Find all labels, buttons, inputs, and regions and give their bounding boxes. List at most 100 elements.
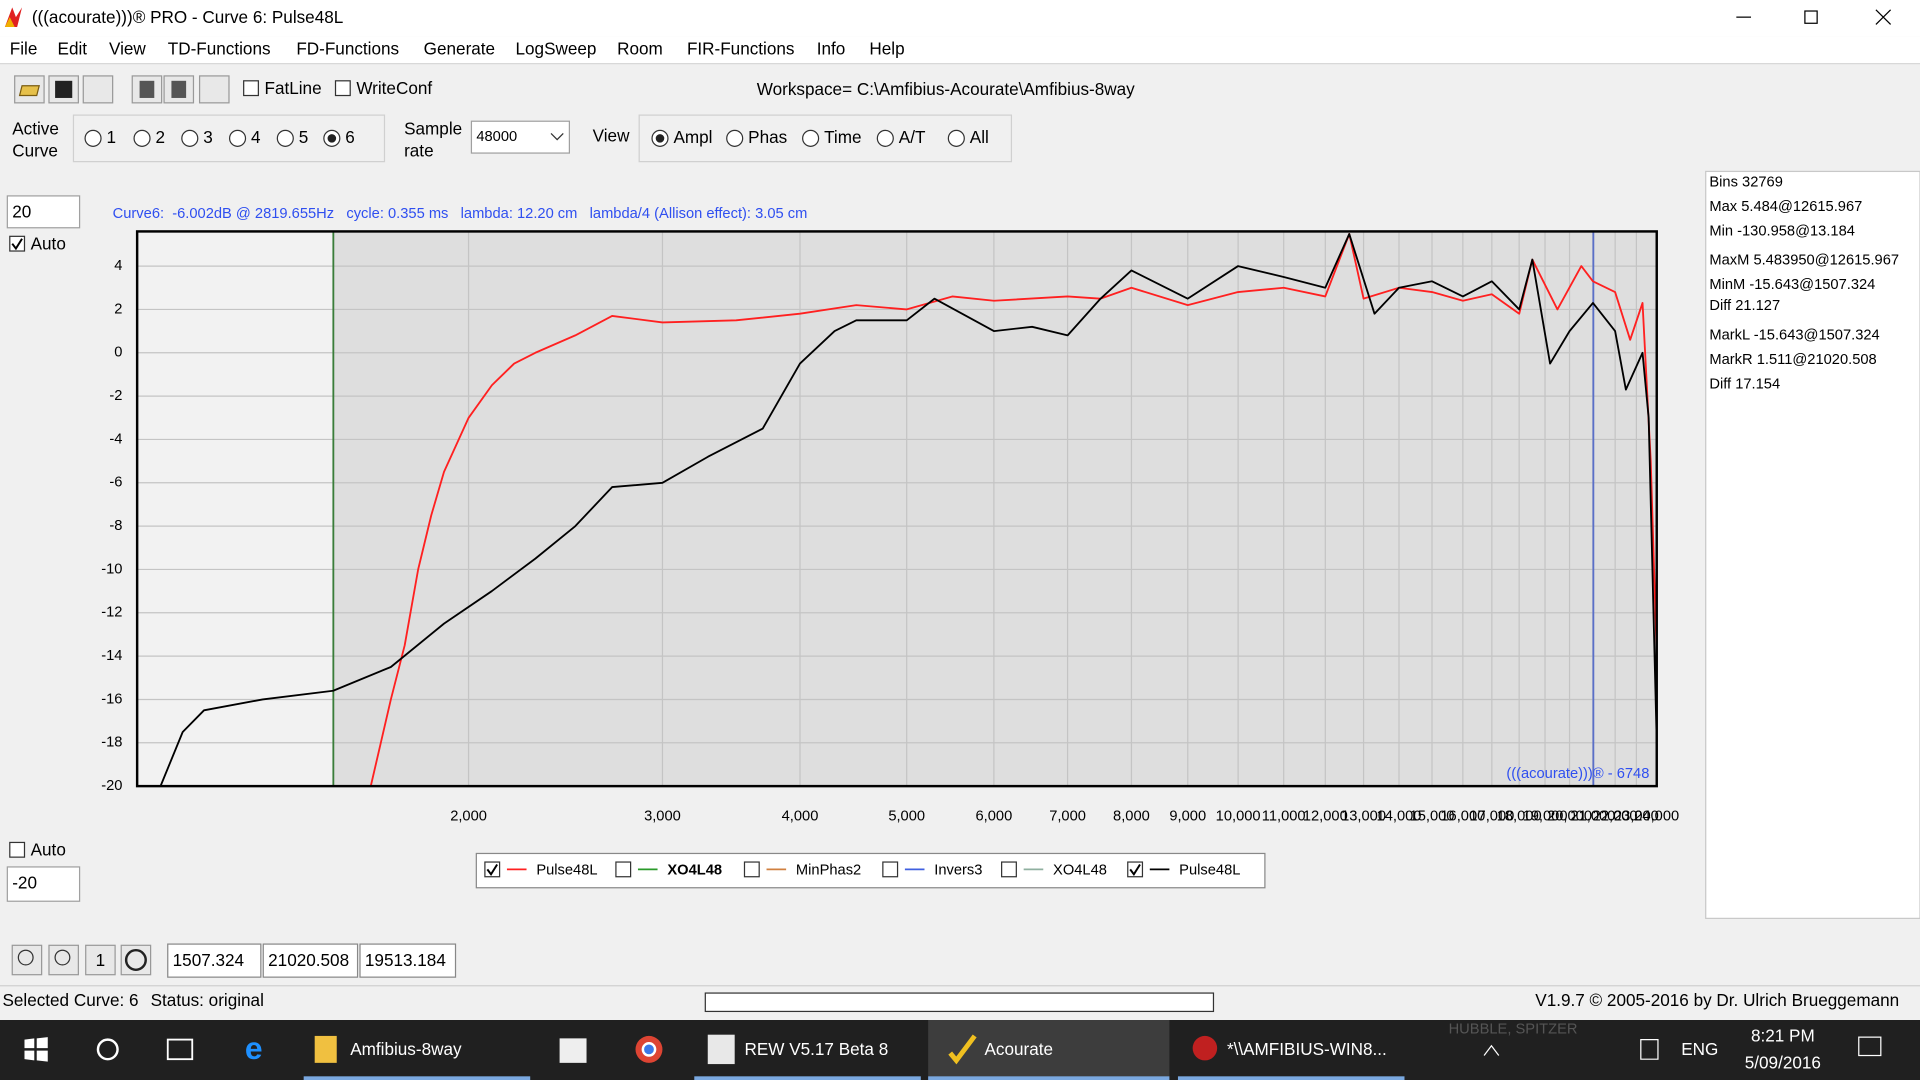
radio-button[interactable]: [276, 129, 294, 147]
menu-item[interactable]: File: [10, 39, 38, 59]
curve-info: Curve6: -6.002dB @ 2819.655Hz cycle: 0.3…: [113, 206, 808, 222]
x-tick-label: 9,000: [1169, 809, 1206, 825]
zoom-field[interactable]: [262, 943, 359, 978]
radio-label[interactable]: 3: [203, 127, 213, 147]
store-icon[interactable]: [559, 1038, 587, 1063]
task-view-button[interactable]: [166, 1038, 194, 1061]
x-tick-label: 11,000: [1262, 809, 1306, 825]
radio-label[interactable]: 1: [107, 127, 117, 147]
icon: [171, 80, 187, 98]
search-button[interactable]: [96, 1038, 119, 1061]
legend-label: XO4L48: [667, 862, 722, 878]
export-button[interactable]: [198, 75, 230, 104]
ymax-input[interactable]: [6, 195, 81, 229]
radio-label[interactable]: 4: [251, 127, 261, 147]
menu-item[interactable]: FD-Functions: [296, 39, 399, 59]
radio-label[interactable]: Ampl: [673, 127, 712, 147]
radio-button[interactable]: [228, 129, 247, 147]
edge-icon[interactable]: e: [245, 1030, 263, 1066]
checkbox[interactable]: [243, 80, 259, 97]
tree-button[interactable]: [82, 75, 114, 104]
radio-button[interactable]: [802, 129, 820, 147]
radio-button[interactable]: [181, 129, 199, 147]
ymin-input[interactable]: [6, 866, 81, 902]
clock-time[interactable]: 8:21 PM: [1751, 1026, 1815, 1046]
close-button[interactable]: [1875, 9, 1892, 25]
checkbox[interactable]: [882, 861, 899, 878]
radio-button[interactable]: [947, 129, 965, 147]
y-tick-label: 0: [114, 345, 122, 361]
checkbox[interactable]: [1127, 861, 1144, 878]
stat-line: Max 5.484@12615.967: [1709, 199, 1862, 215]
menu-item[interactable]: TD-Functions: [168, 39, 271, 59]
checkbox[interactable]: [334, 80, 351, 97]
sample-rate-select[interactable]: [470, 120, 570, 154]
x-tick-label: 20,000: [1547, 809, 1592, 825]
zoom-field[interactable]: [167, 943, 262, 978]
radio-button[interactable]: [876, 129, 894, 147]
radio-label[interactable]: All: [970, 127, 989, 147]
java-icon[interactable]: [707, 1034, 735, 1065]
label: rate: [404, 140, 434, 160]
restore-button[interactable]: [1804, 10, 1818, 24]
radio-button[interactable]: [726, 129, 744, 147]
x-tick-label: 3,000: [644, 809, 681, 825]
radio-label[interactable]: Phas: [748, 127, 787, 147]
checkbox[interactable]: [743, 861, 760, 878]
radio-button[interactable]: [133, 129, 151, 147]
menu-item[interactable]: View: [109, 39, 146, 59]
zoom-reset-button[interactable]: [85, 944, 116, 976]
checkbox[interactable]: [615, 861, 632, 878]
menu-item[interactable]: FIR-Functions: [687, 39, 795, 59]
active-app[interactable]: [928, 1020, 1170, 1080]
select-value: 48000: [476, 129, 517, 145]
x-tick-label: 6,000: [975, 809, 1012, 825]
x-tick-label: 5,000: [888, 809, 925, 825]
y-tick-label: -8: [109, 518, 122, 534]
checkbox[interactable]: [1001, 861, 1017, 878]
status-text: Selected Curve: 6: [2, 990, 138, 1010]
start-button[interactable]: [24, 1037, 48, 1062]
checkbox[interactable]: [484, 861, 501, 878]
radio-button[interactable]: [84, 129, 102, 147]
radio-label[interactable]: 6: [345, 127, 355, 147]
zoom-field-value: 1507.324: [173, 950, 245, 970]
menu-item[interactable]: Generate: [424, 39, 495, 59]
menu-item[interactable]: LogSweep: [516, 39, 597, 59]
radio-label[interactable]: 5: [299, 127, 309, 147]
explorer-icon[interactable]: [314, 1035, 337, 1063]
legend-label: Invers3: [934, 862, 982, 878]
menu-item[interactable]: Room: [617, 39, 663, 59]
menu-item[interactable]: Info: [817, 39, 846, 59]
menu-item[interactable]: Help: [869, 39, 904, 59]
x-tick-label: 24,000: [1634, 809, 1679, 825]
radio-label[interactable]: Time: [824, 127, 861, 147]
button-label[interactable]: 1: [96, 950, 106, 970]
checkbox[interactable]: [9, 841, 26, 858]
version-text: V1.9.7 © 2005-2016 by Dr. Ulrich Bruegge…: [1535, 990, 1899, 1010]
legend-label: MinPhas2: [796, 862, 861, 878]
notifications-button[interactable]: [1858, 1036, 1882, 1057]
clock-date[interactable]: 5/09/2016: [1745, 1053, 1821, 1073]
zoom-field[interactable]: [359, 943, 457, 978]
language[interactable]: ENG: [1681, 1039, 1718, 1059]
y-tick-label: -18: [101, 735, 122, 751]
taskbar-app[interactable]: REW V5.17 Beta 8: [744, 1039, 888, 1059]
radio-label[interactable]: 2: [156, 127, 166, 147]
keyboard-icon[interactable]: [1640, 1038, 1659, 1060]
taskbar-app[interactable]: Acourate: [984, 1039, 1053, 1059]
x-tick-label: 23,000: [1614, 809, 1659, 825]
label: Active: [12, 118, 59, 138]
x-tick-label: 16,000: [1440, 809, 1485, 825]
menu-item[interactable]: Edit: [58, 39, 88, 59]
icon: [18, 85, 40, 97]
taskbar-app[interactable]: *\\AMFIBIUS-WIN8...: [1227, 1039, 1387, 1059]
remote-icon[interactable]: [1192, 1035, 1218, 1061]
radio-label[interactable]: A/T: [899, 127, 926, 147]
x-tick-label: 13,000: [1341, 809, 1386, 825]
tray-expand[interactable]: [1483, 1044, 1500, 1056]
taskbar-app[interactable]: Amfibius-8way: [350, 1039, 462, 1059]
checkbox[interactable]: [9, 235, 26, 252]
